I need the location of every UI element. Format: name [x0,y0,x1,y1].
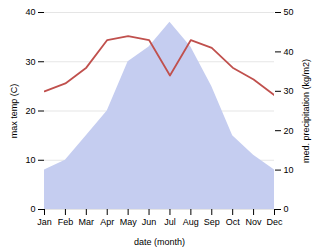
svg-text:Feb: Feb [58,217,74,227]
svg-text:Jul: Jul [164,217,176,227]
svg-text:10: 10 [25,155,35,165]
svg-text:40: 40 [284,47,294,57]
svg-text:30: 30 [284,86,294,96]
svg-text:30: 30 [25,57,35,67]
svg-text:40: 40 [25,7,35,17]
svg-text:Nov: Nov [246,217,263,227]
svg-text:20: 20 [25,106,35,116]
svg-text:Jan: Jan [37,217,52,227]
svg-text:Oct: Oct [226,217,241,227]
svg-text:Apr: Apr [100,217,114,227]
svg-text:date (month): date (month) [134,237,185,247]
svg-text:May: May [120,217,138,227]
svg-text:20: 20 [284,126,294,136]
svg-text:10: 10 [284,165,294,175]
svg-text:Aug: Aug [183,217,199,227]
svg-text:max temp (C): max temp (C) [9,84,19,139]
svg-text:Dec: Dec [266,217,283,227]
svg-text:Sep: Sep [204,217,220,227]
svg-text:Jun: Jun [142,217,157,227]
svg-text:50: 50 [284,7,294,17]
svg-text:med. precipitation (kg/m2): med. precipitation (kg/m2) [301,59,311,163]
svg-text:0: 0 [30,204,35,214]
svg-text:0: 0 [284,204,289,214]
svg-text:Mar: Mar [79,217,95,227]
